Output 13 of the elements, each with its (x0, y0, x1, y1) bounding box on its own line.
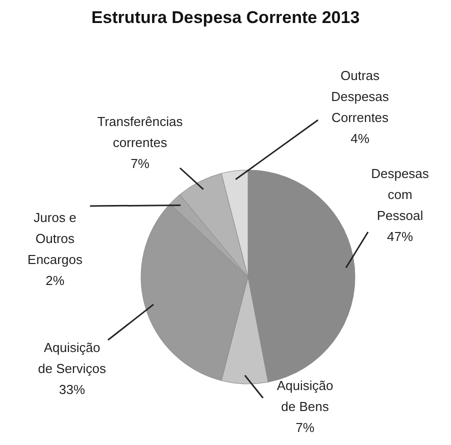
data-label: 4% (350, 131, 370, 146)
data-label: 47% (386, 229, 414, 244)
slice-label: Despesas com Pessoal (371, 166, 430, 223)
slice-label: Aquisição de Serviços (38, 340, 106, 376)
chart-title: Estrutura Despesa Corrente 2013 (90, 8, 361, 28)
data-label: 33% (58, 382, 86, 397)
data-label: 7% (296, 420, 315, 435)
slice-label: Aquisição de Bens (276, 378, 334, 414)
data-label: 2% (46, 273, 65, 288)
slice-label: Juros e Outros Encargos (28, 210, 83, 267)
slice-label: Transferências correntes (97, 114, 184, 150)
slice-label: Outras Despesas Correntes (331, 68, 390, 125)
data-label: 7% (130, 156, 150, 171)
